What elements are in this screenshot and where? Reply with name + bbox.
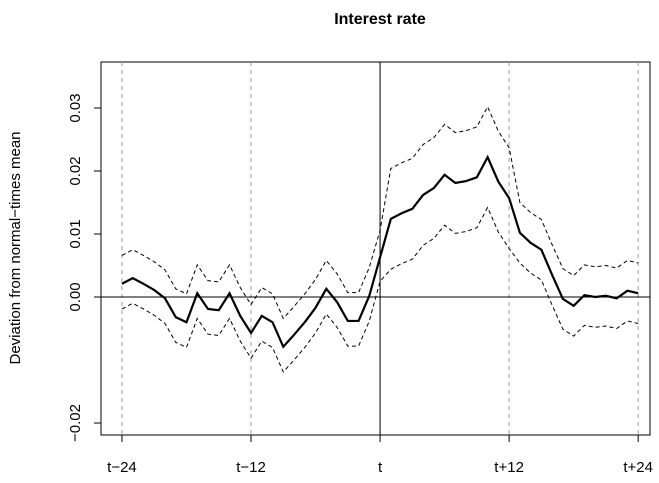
y-tick-label: −0.02 [67,404,84,442]
x-tick-label: t+12 [494,459,524,476]
y-tick-label: 0.00 [67,282,84,311]
x-tick-label: t [378,459,383,476]
x-tick-label: t−24 [107,459,137,476]
line [121,206,639,373]
x-tick-label: t−12 [236,459,266,476]
y-tick-label: 0.01 [67,219,84,248]
chart-title: Interest rate [334,11,426,28]
y-tick-label: 0.02 [67,156,84,185]
line [121,105,639,320]
y-axis-label: Deviation from normal−times mean [7,131,24,364]
y-tick-label: 0.03 [67,93,84,122]
x-tick-label: t+24 [623,459,653,476]
line [121,154,639,349]
plot-frame [100,61,651,436]
